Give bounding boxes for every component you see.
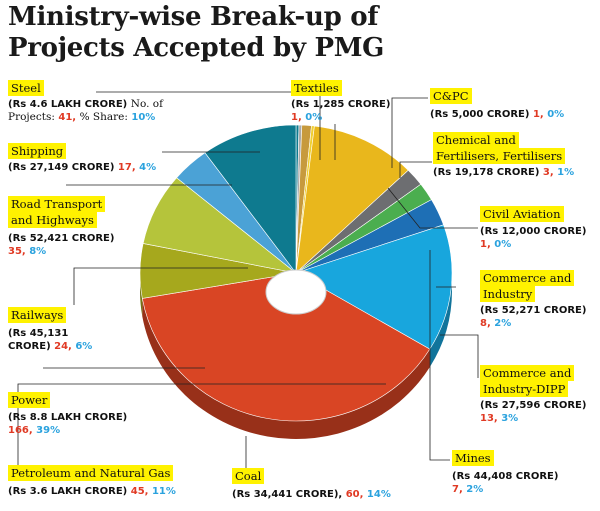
steel-note-c: % Share: xyxy=(79,111,128,123)
aviation-share: 0% xyxy=(494,239,512,250)
pie-slices xyxy=(139,124,453,422)
slice-petroleum-and-natural-gas xyxy=(295,125,409,274)
commerce-count: 8, xyxy=(480,318,491,329)
power-share: 39% xyxy=(36,425,61,436)
steel-note-b: Projects: xyxy=(8,111,55,123)
steel-share: 10% xyxy=(131,112,156,123)
coal-value: (Rs 34,441 CRORE), xyxy=(232,489,343,500)
petroleum-name: Petroleum and Natural Gas xyxy=(8,465,174,481)
cpc-share: 0% xyxy=(547,109,565,120)
petroleum-share: 11% xyxy=(151,486,176,497)
label-power: Power (Rs 8.8 LAKH CRORE) 166, 39% xyxy=(8,392,168,437)
cpc-value: (Rs 5,000 CRORE) xyxy=(430,109,530,120)
mines-name: Mines xyxy=(452,450,494,466)
label-shipping: Shipping (Rs 27,149 CRORE) 17, 4% xyxy=(8,143,188,174)
steel-note-a: No. of xyxy=(130,98,163,110)
cpc-count: 1, xyxy=(532,109,544,120)
leader-railways xyxy=(73,267,248,305)
mines-count: 7, xyxy=(452,484,463,495)
cpc-name: C&PC xyxy=(430,88,472,104)
shipping-name: Shipping xyxy=(8,143,67,159)
commerce-name-2: Industry xyxy=(480,286,536,302)
commerce-value: (Rs 52,271 CRORE) xyxy=(480,305,587,316)
shipping-count: 17, xyxy=(117,162,136,173)
label-textiles: Textiles (Rs 1,285 CRORE) 1, 0% xyxy=(291,80,421,124)
aviation-value: (Rs 12,000 CRORE) xyxy=(480,226,587,237)
chart-title: Ministry-wise Break-up of Projects Accep… xyxy=(8,2,385,63)
road-share: 8% xyxy=(29,246,47,257)
label-dipp: Commerce and Industry-DIPP (Rs 27,596 CR… xyxy=(480,365,598,425)
dipp-name-2: Industry-DIPP xyxy=(480,381,569,397)
steel-value: (Rs 4.6 LAKH CRORE) xyxy=(8,99,128,110)
commerce-name-1: Commerce and xyxy=(480,270,575,286)
label-aviation: Civil Aviation (Rs 12,000 CRORE) 1, 0% xyxy=(480,206,598,251)
power-value: (Rs 8.8 LAKH CRORE) xyxy=(8,412,128,423)
railways-name: Railways xyxy=(8,307,67,323)
commerce-share: 2% xyxy=(494,318,512,329)
label-chemical: Chemical and Fertilisers, Fertilisers (R… xyxy=(433,132,598,179)
textiles-count: 1, xyxy=(291,112,302,123)
dipp-share: 3% xyxy=(501,413,519,424)
dipp-value: (Rs 27,596 CRORE) xyxy=(480,400,587,411)
slice-coal xyxy=(295,224,453,350)
railways-value-2: CRORE) xyxy=(8,341,51,352)
shipping-share: 4% xyxy=(139,162,157,173)
dipp-count: 13, xyxy=(480,413,498,424)
power-name: Power xyxy=(8,392,51,408)
leader-cpc xyxy=(391,97,428,168)
slice-steel xyxy=(204,124,297,274)
pie-depth xyxy=(140,273,452,440)
pie-center-hole xyxy=(265,269,327,315)
label-petroleum: Petroleum and Natural Gas (Rs 3.6 LAKH C… xyxy=(8,465,218,498)
coal-share: 14% xyxy=(366,489,391,500)
shipping-value: (Rs 27,149 CRORE) xyxy=(8,162,115,173)
railways-count: 24, xyxy=(54,341,72,352)
leader-mines xyxy=(429,250,450,461)
coal-count: 60, xyxy=(345,489,364,500)
label-coal: Coal (Rs 34,441 CRORE), 60, 14% xyxy=(232,468,452,501)
railways-share: 6% xyxy=(75,341,93,352)
side-power xyxy=(142,298,430,440)
petroleum-count: 45, xyxy=(130,486,149,497)
aviation-count: 1, xyxy=(480,239,491,250)
chemical-value: (Rs 19,178 CRORE) xyxy=(433,167,540,178)
leader-aviation xyxy=(387,187,478,229)
textiles-value: (Rs 1,285 CRORE) xyxy=(291,99,391,110)
road-value: (Rs 52,421 CRORE) xyxy=(8,233,115,244)
coal-name: Coal xyxy=(232,468,265,484)
leader-chemical xyxy=(399,161,432,178)
textiles-name: Textiles xyxy=(291,80,342,96)
road-name-2: and Highways xyxy=(8,212,97,228)
label-cpc: C&PC (Rs 5,000 CRORE) 1, 0% xyxy=(430,88,595,121)
chemical-share: 1% xyxy=(557,167,575,178)
mines-share: 2% xyxy=(466,484,484,495)
petroleum-value: (Rs 3.6 LAKH CRORE) xyxy=(8,486,128,497)
label-road: Road Transport and Highways (Rs 52,421 C… xyxy=(8,196,158,258)
chemical-count: 3, xyxy=(542,167,554,178)
steel-count: 41, xyxy=(58,112,77,123)
aviation-name: Civil Aviation xyxy=(480,206,564,222)
steel-name: Steel xyxy=(8,80,44,96)
side-coal xyxy=(429,273,452,368)
label-railways: Railways (Rs 45,131 CRORE) 24, 6% xyxy=(8,307,128,353)
dipp-name-1: Commerce and xyxy=(480,365,575,381)
leader-dipp xyxy=(440,334,479,378)
mines-value: (Rs 44,408 CRORE) xyxy=(452,471,559,482)
leader-petroleum xyxy=(17,383,386,467)
side-railways xyxy=(140,273,143,317)
label-steel: Steel (Rs 4.6 LAKH CRORE) No. of Project… xyxy=(8,80,208,124)
chemical-name-1: Chemical and xyxy=(433,132,519,148)
chemical-name-2: Fertilisers, Fertilisers xyxy=(433,148,566,164)
label-mines: Mines (Rs 44,408 CRORE) 7, 2% xyxy=(452,450,598,496)
label-commerce: Commerce and Industry (Rs 52,271 CRORE) … xyxy=(480,270,598,330)
power-count: 166, xyxy=(8,425,33,436)
textiles-share: 0% xyxy=(305,112,323,123)
road-count: 35, xyxy=(8,246,26,257)
road-name-1: Road Transport xyxy=(8,196,106,212)
railways-value-1: (Rs 45,131 xyxy=(8,328,69,339)
